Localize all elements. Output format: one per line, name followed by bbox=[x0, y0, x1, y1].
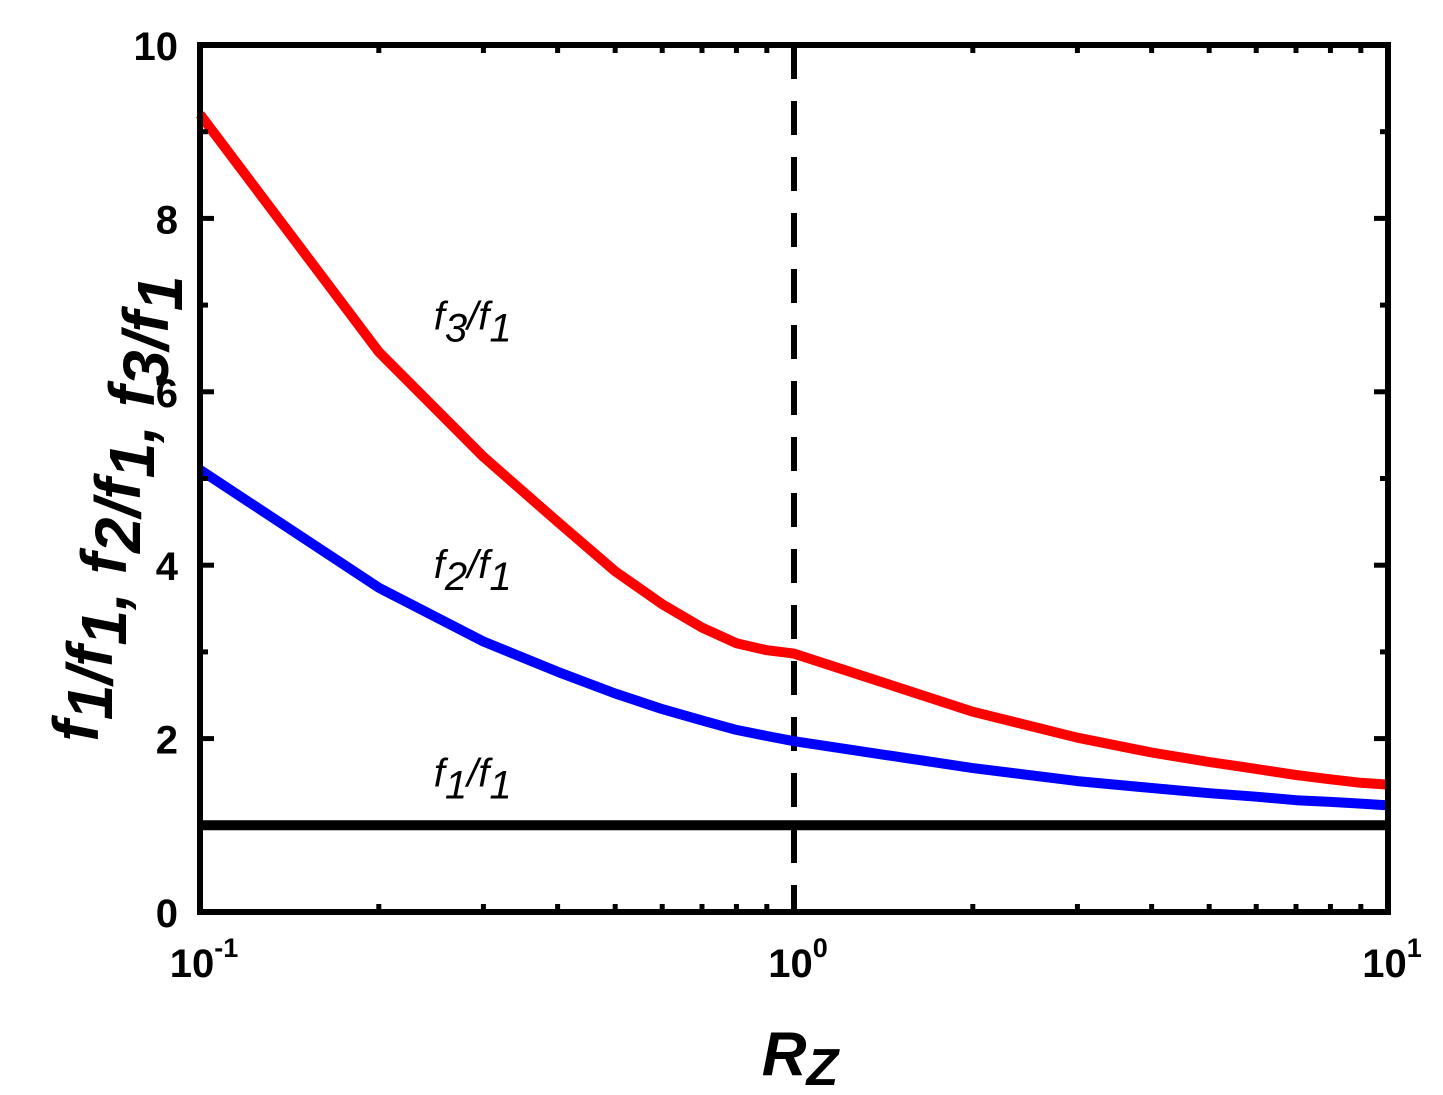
y-axis-label: f1/f1, f2/f1, f3/f1 bbox=[40, 276, 196, 742]
axis-ticks bbox=[197, 42, 1391, 915]
y-tick-label: 8 bbox=[156, 198, 178, 242]
curve-label-f1-f1: f1/f1 bbox=[434, 751, 512, 807]
y-tick-label: 6 bbox=[156, 372, 178, 416]
y-tick-label: 2 bbox=[156, 719, 178, 763]
curve-label-f2-f1: f2/f1 bbox=[434, 543, 512, 599]
series-line-f3-f1 bbox=[196, 111, 1389, 790]
tick-labels: 0 2 4 6 8 10 10-1 100 101 bbox=[134, 25, 1422, 986]
curve-labels: f1/f1 f2/f1 f3/f1 bbox=[434, 294, 512, 807]
axis-labels: RZ f1/f1, f2/f1, f3/f1 bbox=[40, 276, 841, 1095]
curve-label-f3-f1: f3/f1 bbox=[434, 294, 512, 350]
x-tick-label: 100 bbox=[768, 933, 828, 986]
x-tick-label: 10-1 bbox=[170, 933, 239, 986]
y-tick-label: 10 bbox=[134, 25, 179, 69]
series-line-f2-f1 bbox=[197, 465, 1389, 811]
x-axis-label: RZ bbox=[762, 1020, 841, 1095]
y-tick-label: 4 bbox=[156, 545, 179, 589]
x-tick-label: 101 bbox=[1362, 933, 1422, 986]
y-tick-label: 0 bbox=[156, 892, 178, 936]
plot-area bbox=[196, 42, 1391, 915]
